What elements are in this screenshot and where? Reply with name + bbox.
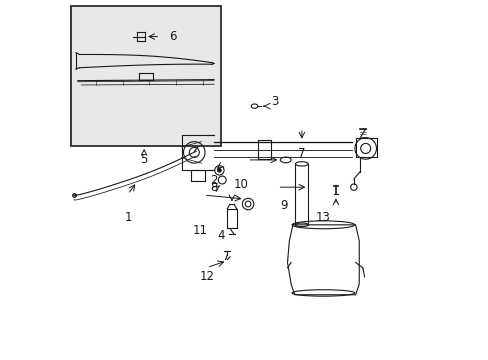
Text: 8: 8: [210, 181, 217, 194]
Text: 7: 7: [298, 147, 305, 159]
Text: 11: 11: [192, 224, 207, 237]
Text: 9: 9: [280, 199, 287, 212]
Text: 12: 12: [199, 270, 214, 283]
Bar: [70, 6, 221, 146]
Text: 3: 3: [271, 95, 278, 108]
Circle shape: [217, 168, 221, 172]
Text: 6: 6: [169, 30, 176, 43]
Text: 10: 10: [233, 178, 247, 191]
Text: 4: 4: [217, 229, 224, 242]
Text: 13: 13: [315, 211, 330, 224]
Text: 2: 2: [210, 174, 217, 186]
Text: 5: 5: [140, 153, 147, 166]
Text: 1: 1: [124, 211, 131, 224]
Polygon shape: [287, 225, 359, 295]
